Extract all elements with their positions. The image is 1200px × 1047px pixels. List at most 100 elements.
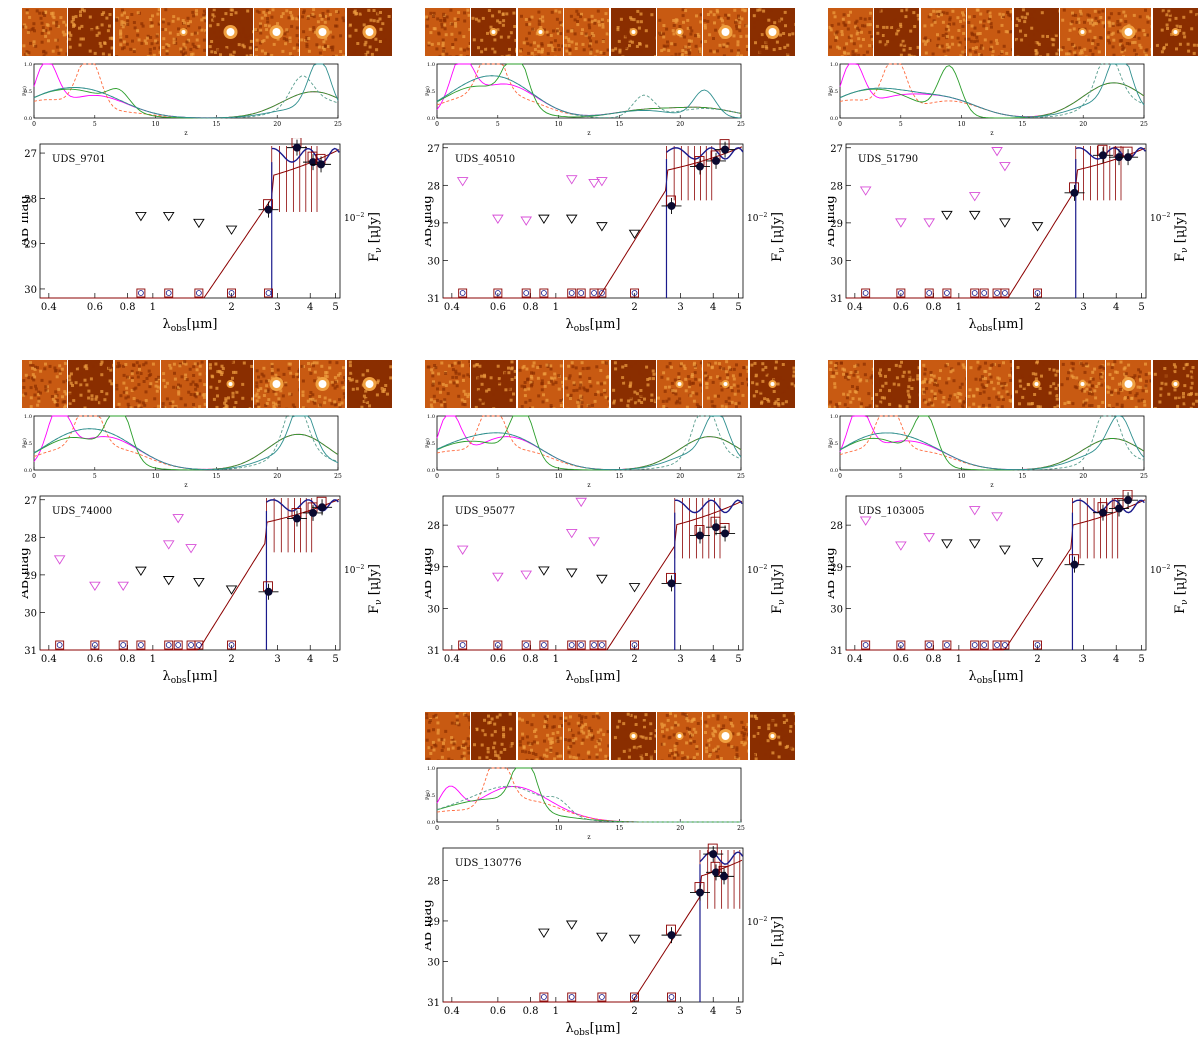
- stamp-noise: [946, 43, 949, 46]
- stamp-noise: [1088, 404, 1091, 407]
- stamp-noise: [917, 377, 920, 380]
- pz-ytick-label: 0.0: [427, 468, 435, 474]
- stamp-noise: [371, 370, 374, 373]
- stamp-noise: [714, 29, 717, 32]
- stamp-noise: [556, 18, 559, 21]
- stamp-noise: [450, 736, 453, 739]
- stamp-noise: [466, 55, 469, 56]
- stamp-noise: [866, 51, 869, 54]
- stamp-noise: [886, 26, 889, 29]
- stamp-noise: [487, 747, 490, 750]
- stamp-image: [208, 360, 253, 408]
- stamp-noise: [491, 14, 494, 17]
- stamp-noise: [204, 403, 206, 406]
- sed-ylabel: AB mag: [22, 195, 32, 247]
- stamp-noise: [868, 17, 871, 20]
- stamp-noise: [1098, 50, 1101, 53]
- stamp-noise: [835, 32, 838, 35]
- sed-right-tick: 10−2: [747, 212, 767, 224]
- sed-right-tick: 10−2: [1150, 212, 1170, 224]
- stamp-noise: [463, 752, 466, 755]
- stamp-noise: [712, 727, 715, 730]
- stamp-noise: [976, 32, 979, 35]
- stamp-noise: [1071, 20, 1074, 23]
- stamp-noise: [984, 362, 987, 365]
- stamp-noise: [591, 404, 594, 407]
- stamp-noise: [232, 51, 235, 54]
- sed-ytick-label: 28: [830, 521, 843, 532]
- stamp-noise: [457, 11, 460, 14]
- stamp-noise: [728, 397, 731, 400]
- upper-limit-triangle-magenta: [970, 193, 980, 201]
- pz-xtick-label: 5: [496, 473, 500, 480]
- stamp-noise: [206, 31, 207, 34]
- stamp-noise: [586, 389, 589, 392]
- stamp-noise: [1011, 48, 1012, 51]
- stamp-noise: [116, 365, 119, 368]
- stamp-noise: [1159, 387, 1162, 390]
- upper-limit-triangle-magenta: [493, 573, 503, 581]
- stamp-noise: [530, 375, 533, 378]
- stamp-noise: [193, 393, 196, 396]
- stamp-noise: [723, 54, 726, 56]
- stamp-noise: [578, 714, 581, 717]
- stamp-noise: [1093, 389, 1096, 392]
- stamp-noise: [572, 365, 575, 368]
- stamp-noise: [479, 365, 482, 368]
- stamp-noise: [829, 368, 832, 371]
- stamp-noise: [952, 379, 955, 382]
- stamp-noise: [638, 407, 641, 409]
- stamp-noise: [388, 39, 391, 42]
- stamp-noise: [78, 378, 81, 381]
- stamp-noise: [469, 735, 470, 738]
- stamp-noise: [545, 399, 548, 402]
- stamp-noise: [456, 384, 459, 387]
- stamp-noise: [1093, 36, 1096, 39]
- stamp-noise: [935, 10, 938, 13]
- source-id-label: UDS_40510: [455, 154, 515, 165]
- stamp-noise: [847, 14, 850, 17]
- stamp-noise: [626, 713, 629, 716]
- stamp-noise: [379, 11, 382, 14]
- stamp-image: [967, 360, 1012, 408]
- stamp-noise: [149, 18, 152, 21]
- upper-limit-triangle-magenta: [164, 541, 174, 549]
- stamp-noise: [705, 378, 708, 381]
- stamp-noise: [568, 739, 571, 742]
- stamp-noise: [149, 25, 152, 28]
- stamp-noise: [522, 41, 525, 44]
- stamp-noise: [458, 746, 461, 749]
- stamp-noise: [614, 733, 617, 736]
- stamp-noise: [255, 393, 258, 396]
- stamp-noise: [242, 362, 245, 365]
- stamp-noise: [951, 369, 954, 372]
- stamp-noise: [442, 383, 445, 386]
- stamp-noise: [62, 21, 65, 24]
- stamp-noise: [1094, 47, 1097, 50]
- stamp-noise: [389, 376, 392, 379]
- stamp-noise: [511, 367, 514, 370]
- stamp-noise: [575, 47, 578, 50]
- stamp-noise: [784, 20, 787, 23]
- stamp-noise: [66, 53, 67, 56]
- sed-xtick-label: 4: [710, 1006, 716, 1017]
- stamp-noise: [173, 363, 176, 366]
- stamp-noise: [684, 9, 687, 12]
- sed-xlabel: λobs[μm]: [566, 317, 621, 334]
- stamp-noise: [558, 725, 561, 728]
- stamp-noise: [908, 375, 911, 378]
- stamp-noise: [506, 759, 509, 760]
- model-flux-marker: [1002, 643, 1007, 648]
- stamp-noise: [737, 390, 740, 393]
- stamp-noise: [764, 45, 767, 48]
- stamp-noise: [630, 743, 633, 746]
- stamp-noise: [645, 366, 648, 369]
- stamp-noise: [773, 402, 776, 405]
- stamp-noise: [1168, 12, 1171, 15]
- stamp-noise: [905, 15, 908, 18]
- stamp-noise: [55, 21, 58, 24]
- stamp-noise: [281, 50, 284, 53]
- stamp-noise: [288, 40, 291, 43]
- stamp-noise: [501, 379, 504, 382]
